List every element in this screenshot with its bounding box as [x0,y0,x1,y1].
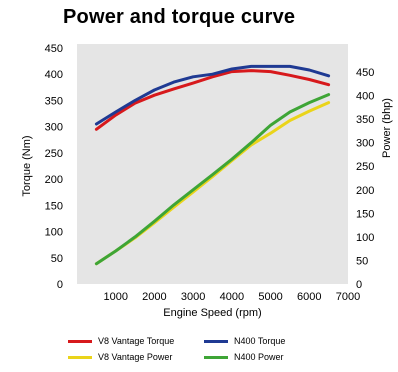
y-right-tick-label: 100 [356,232,374,244]
legend-label-v8-power: V8 Vantage Power [98,352,173,362]
series-line-n400-torque [94,64,331,126]
x-tick-label: 1000 [103,291,127,303]
y-left-tick-label: 50 [51,253,63,265]
x-tick-label: 6000 [297,291,321,303]
legend-item-n400-power: N400 Power [204,352,284,362]
legend-label-v8-torque: V8 Vantage Torque [98,336,175,346]
y-right-tick-label: 150 [356,208,374,220]
legend-swatch-v8-power [68,355,92,359]
y-right-tick-label: 200 [356,185,374,197]
x-tick-label: 3000 [181,291,205,303]
y-left-tick-label: 0 [57,279,63,291]
series-line-n400-power [94,93,331,266]
plot-area [77,44,348,284]
x-tick-label: 2000 [142,291,166,303]
x-tick-label: 5000 [258,291,282,303]
legend-label-n400-torque: N400 Torque [234,336,286,346]
legend-item-n400-torque: N400 Torque [204,336,285,346]
x-axis-label: Engine Speed (rpm) [163,307,261,319]
y-right-tick-label: 50 [356,255,368,267]
y-right-tick-label: 450 [356,67,374,79]
legend-item-v8-torque: V8 Vantage Torque [68,336,174,346]
chart-title: Power and torque curve [63,6,296,28]
legend-swatch-n400-torque [204,339,228,343]
y-left-tick-label: 300 [45,122,63,134]
y-left-axis-label: Torque (Nm) [21,135,33,196]
legend-swatch-v8-torque [68,339,92,343]
y-right-tick-label: 250 [356,161,374,173]
y-left-tick-label: 200 [45,174,63,186]
y-right-axis-label: Power (bhp) [381,98,393,158]
y-left-tick-label: 350 [45,95,63,107]
y-right-tick-label: 300 [356,138,374,150]
legend-label-n400-power: N400 Power [234,352,284,362]
y-right-tick-label: 350 [356,114,374,126]
series-line-v8-vantage-torque [94,69,331,131]
y-left-tick-label: 150 [45,200,63,212]
y-left-tick-label: 100 [45,227,63,239]
y-left-tick-label: 450 [45,43,63,55]
x-tick-label: 4000 [220,291,244,303]
legend-item-v8-power: V8 Vantage Power [68,352,172,362]
y-left-tick-label: 250 [45,148,63,160]
y-left-tick-label: 400 [45,69,63,81]
y-right-tick-label: 400 [356,91,374,103]
x-tick-label: 7000 [336,291,360,303]
y-right-tick-label: 0 [356,279,362,291]
legend-swatch-n400-power [204,355,228,359]
